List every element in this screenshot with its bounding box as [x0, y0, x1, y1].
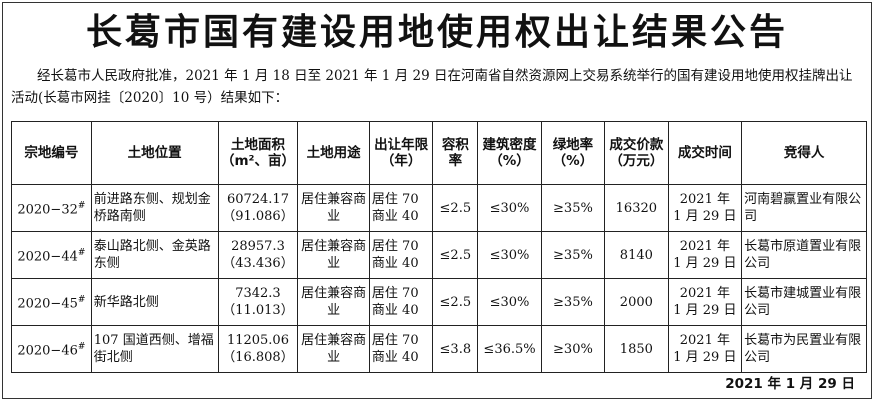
announcement-page: 长葛市国有建设用地使用权出让结果公告 经长葛市人民政府批准，2021 年 1 月… — [2, 2, 872, 399]
page-title: 长葛市国有建设用地使用权出让结果公告 — [85, 12, 788, 53]
use-cell: 居住兼容商业 — [297, 278, 370, 326]
area-mu: （11.013） — [222, 303, 294, 318]
parcel-id-cell: 2020−44# — [11, 231, 92, 279]
term-residential: 居住 70 — [371, 239, 419, 254]
area-m2: 11205.06 — [226, 333, 289, 348]
area-m2: 7342.3 — [235, 286, 281, 301]
density-cell: ≤30% — [477, 184, 542, 232]
header-use: 土地用途 — [297, 121, 370, 185]
time-cell: 2021 年 1 月 29 日 — [667, 231, 743, 279]
parcel-id-cell: 2020−45# — [11, 278, 92, 326]
use-cell: 居住兼容商业 — [297, 184, 370, 232]
header-density: 建筑密度（%） — [477, 121, 542, 185]
term-residential: 居住 70 — [371, 333, 419, 348]
parcel-mark: # — [77, 200, 86, 211]
header-area: 土地面积（m²、亩） — [217, 121, 299, 185]
density-cell: ≤30% — [477, 278, 542, 326]
location-cell: 泰山路北侧、金英路东侧 — [90, 231, 219, 279]
term-residential: 居住 70 — [371, 286, 419, 301]
parcel-id-cell: 2020−46# — [11, 325, 92, 373]
term-commercial: 商业 40 — [371, 256, 419, 271]
density-cell: ≤36.5% — [477, 325, 542, 373]
header-location: 土地位置 — [90, 121, 219, 185]
term-commercial: 商业 40 — [371, 350, 419, 365]
price-cell: 2000 — [604, 278, 669, 326]
far-cell: ≤2.5 — [432, 184, 479, 232]
green-cell: ≥30% — [540, 325, 606, 373]
parcel-mark: # — [77, 247, 86, 258]
winner-cell: 长葛市原道置业有限公司 — [741, 231, 867, 279]
parcel-mark: # — [77, 341, 86, 352]
far-cell: ≤2.5 — [432, 278, 479, 326]
term-commercial: 商业 40 — [371, 303, 419, 318]
density-cell: ≤30% — [477, 231, 542, 279]
parcel-mark: # — [77, 294, 86, 305]
parcel-id: 2020−46 — [17, 343, 78, 359]
header-parcel-id: 宗地编号 — [11, 121, 92, 185]
header-time: 成交时间 — [667, 121, 743, 185]
term-cell: 居住 70 商业 40 — [368, 278, 434, 326]
location-cell: 前进路东侧、规划金桥路南侧 — [90, 184, 219, 232]
winner-cell: 长葛市为民置业有限公司 — [741, 325, 867, 373]
area-mu: （91.086） — [222, 209, 294, 224]
area-cell: 11205.06 （16.808） — [217, 325, 299, 373]
area-cell: 7342.3 （11.013） — [217, 278, 299, 326]
results-table: 宗地编号 土地位置 土地面积（m²、亩） 土地用途 出让年限（年） 容积率 建筑… — [11, 121, 867, 373]
winner-cell: 河南碧赢置业有限公司 — [741, 184, 867, 232]
use-cell: 居住兼容商业 — [297, 231, 370, 279]
green-cell: ≥35% — [540, 184, 606, 232]
far-cell: ≤2.5 — [432, 231, 479, 279]
time-date: 1 月 29 日 — [673, 350, 737, 365]
term-residential: 居住 70 — [371, 192, 419, 207]
green-cell: ≥35% — [540, 231, 606, 279]
price-cell: 16320 — [604, 184, 669, 232]
time-cell: 2021 年 1 月 29 日 — [667, 278, 743, 326]
intro-paragraph: 经长葛市人民政府批准，2021 年 1 月 18 日至 2021 年 1 月 2… — [11, 68, 853, 106]
area-mu: （43.436） — [222, 256, 294, 271]
header-term: 出让年限（年） — [368, 121, 434, 185]
time-year: 2021 年 — [679, 239, 730, 254]
term-cell: 居住 70 商业 40 — [368, 325, 434, 373]
header-far: 容积率 — [432, 121, 479, 185]
table-row: 2020−32# 前进路东侧、规划金桥路南侧 60724.17 （91.086） … — [11, 184, 867, 232]
table-row: 2020−45# 新华路北侧 7342.3 （11.013） 居住兼容商业 居住 … — [11, 278, 867, 326]
location-cell: 107 国道西侧、增福街北侧 — [90, 325, 219, 373]
area-m2: 60724.17 — [226, 192, 289, 207]
price-cell: 8140 — [604, 231, 669, 279]
winner-cell: 长葛市建城置业有限公司 — [741, 278, 867, 326]
area-m2: 28957.3 — [231, 239, 285, 254]
time-cell: 2021 年 1 月 29 日 — [667, 325, 743, 373]
time-year: 2021 年 — [679, 333, 730, 348]
price-cell: 1850 — [604, 325, 669, 373]
time-date: 1 月 29 日 — [673, 209, 737, 224]
green-cell: ≥35% — [540, 278, 606, 326]
footer-date: 2021 年 1 月 29 日 — [725, 376, 855, 392]
time-date: 1 月 29 日 — [673, 256, 737, 271]
area-mu: （16.808） — [222, 350, 294, 365]
time-year: 2021 年 — [679, 192, 730, 207]
time-cell: 2021 年 1 月 29 日 — [667, 184, 743, 232]
area-cell: 60724.17 （91.086） — [217, 184, 299, 232]
table-row: 2020−44# 泰山路北侧、金英路东侧 28957.3 （43.436） 居住兼… — [11, 231, 867, 279]
header-price: 成交价款（万元） — [604, 121, 669, 185]
table-header-row: 宗地编号 土地位置 土地面积（m²、亩） 土地用途 出让年限（年） 容积率 建筑… — [11, 121, 867, 185]
parcel-id: 2020−32 — [17, 202, 78, 218]
parcel-id: 2020−44 — [17, 249, 78, 265]
header-winner: 竞得人 — [741, 121, 867, 185]
term-commercial: 商业 40 — [371, 209, 419, 224]
parcel-id: 2020−45 — [17, 296, 78, 312]
use-cell: 居住兼容商业 — [297, 325, 370, 373]
parcel-id-cell: 2020−32# — [11, 184, 92, 232]
term-cell: 居住 70 商业 40 — [368, 184, 434, 232]
term-cell: 居住 70 商业 40 — [368, 231, 434, 279]
time-year: 2021 年 — [679, 286, 730, 301]
time-date: 1 月 29 日 — [673, 303, 737, 318]
location-cell: 新华路北侧 — [90, 278, 219, 326]
far-cell: ≤3.8 — [432, 325, 479, 373]
header-green: 绿地率（%） — [540, 121, 606, 185]
table-row: 2020−46# 107 国道西侧、增福街北侧 11205.06 （16.808）… — [11, 325, 867, 373]
area-cell: 28957.3 （43.436） — [217, 231, 299, 279]
